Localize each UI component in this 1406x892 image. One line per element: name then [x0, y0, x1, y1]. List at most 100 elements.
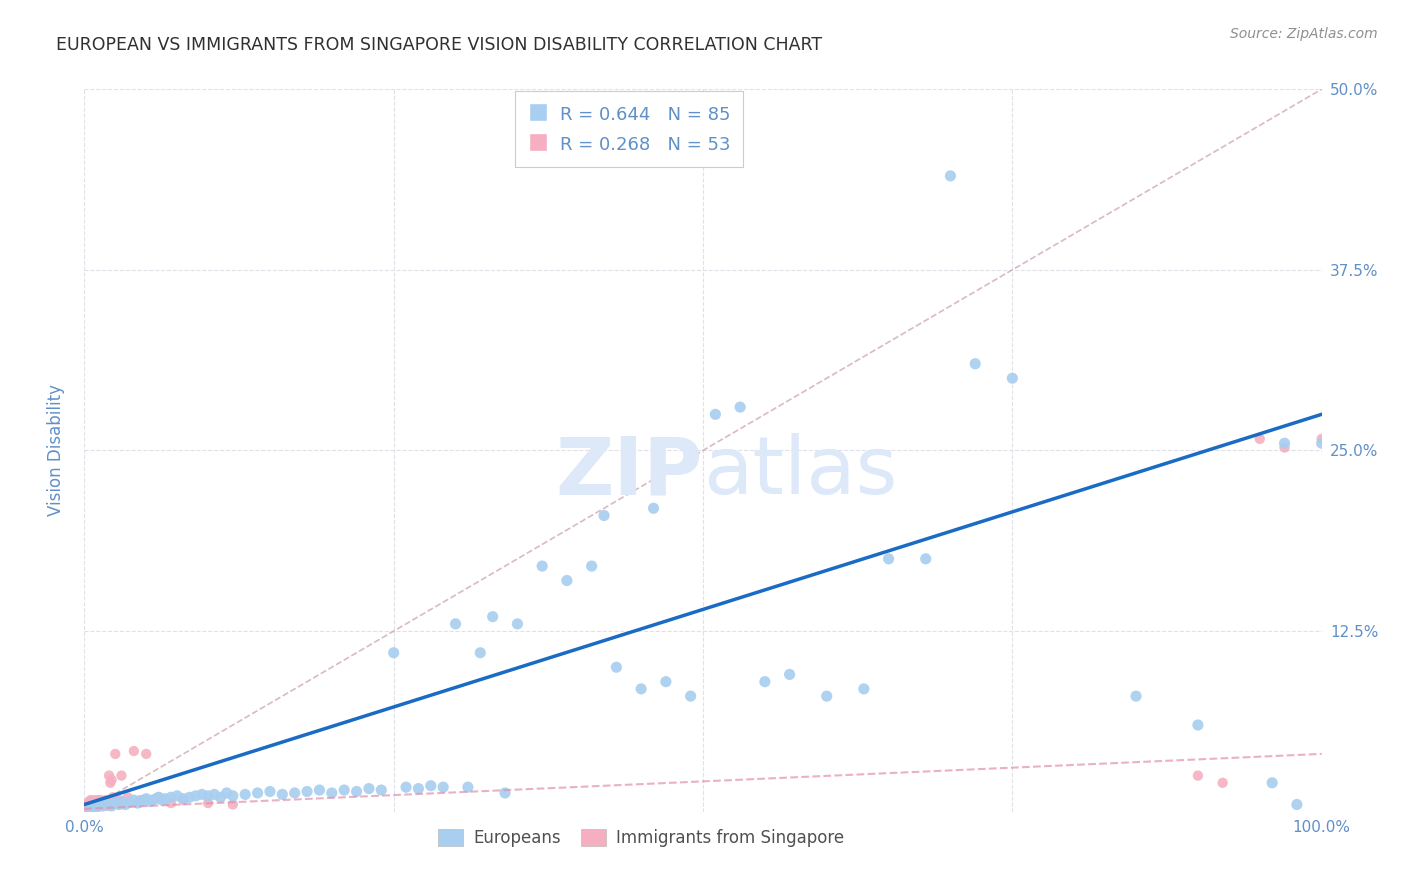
Point — [1249, 432, 1271, 446]
Text: atlas: atlas — [703, 434, 897, 511]
Text: ZIP: ZIP — [555, 434, 703, 511]
Point — [215, 786, 238, 800]
Point — [90, 796, 112, 810]
Point — [852, 681, 875, 696]
Point — [89, 795, 111, 809]
Point — [120, 795, 142, 809]
Point — [877, 551, 900, 566]
Point — [754, 674, 776, 689]
Point — [222, 797, 245, 812]
Point — [153, 791, 176, 805]
Point — [76, 799, 98, 814]
Point — [148, 790, 170, 805]
Point — [593, 508, 616, 523]
Point — [815, 689, 838, 703]
Point — [395, 780, 418, 794]
Point — [91, 799, 114, 814]
Point — [581, 559, 603, 574]
Point — [79, 799, 101, 814]
Point — [259, 784, 281, 798]
Point — [135, 791, 157, 805]
Point — [117, 796, 139, 810]
Point — [346, 784, 368, 798]
Point — [129, 795, 152, 809]
Point — [172, 793, 194, 807]
Point — [233, 788, 256, 802]
Point — [141, 793, 163, 807]
Point — [1274, 441, 1296, 455]
Point — [96, 796, 118, 810]
Point — [86, 800, 108, 814]
Point — [1310, 432, 1333, 446]
Point — [100, 772, 122, 787]
Point — [75, 800, 97, 814]
Point — [79, 793, 101, 807]
Point — [104, 747, 127, 761]
Point — [86, 795, 108, 809]
Point — [83, 793, 105, 807]
Point — [87, 797, 110, 812]
Point — [94, 793, 117, 807]
Point — [89, 793, 111, 807]
Point — [110, 769, 132, 783]
Point — [108, 793, 131, 807]
Point — [1274, 436, 1296, 450]
Text: Source: ZipAtlas.com: Source: ZipAtlas.com — [1230, 27, 1378, 41]
Point — [79, 797, 101, 812]
Point — [91, 799, 114, 814]
Point — [76, 797, 98, 812]
Y-axis label: Vision Disability: Vision Disability — [46, 384, 65, 516]
Point — [179, 790, 201, 805]
Point — [209, 790, 232, 805]
Point — [87, 793, 110, 807]
Point — [408, 781, 430, 796]
Point — [655, 674, 678, 689]
Point — [101, 790, 124, 805]
Point — [122, 744, 145, 758]
Point — [148, 790, 170, 805]
Point — [114, 797, 136, 812]
Point — [145, 791, 167, 805]
Point — [370, 783, 392, 797]
Point — [704, 407, 727, 421]
Point — [419, 779, 441, 793]
Point — [357, 781, 380, 796]
Point — [432, 780, 454, 794]
Point — [284, 786, 307, 800]
Point — [110, 795, 132, 809]
Point — [1125, 689, 1147, 703]
Point — [555, 574, 578, 588]
Point — [914, 551, 936, 566]
Point — [132, 793, 155, 807]
Point — [84, 796, 107, 810]
Point — [939, 169, 962, 183]
Point — [308, 783, 330, 797]
Point — [1187, 718, 1209, 732]
Point — [222, 789, 245, 803]
Point — [80, 796, 103, 810]
Point — [98, 769, 121, 783]
Point — [93, 797, 115, 812]
Point — [457, 780, 479, 794]
Point — [79, 795, 101, 809]
Point — [117, 790, 139, 805]
Text: EUROPEAN VS IMMIGRANTS FROM SINGAPORE VISION DISABILITY CORRELATION CHART: EUROPEAN VS IMMIGRANTS FROM SINGAPORE VI… — [56, 36, 823, 54]
Point — [531, 559, 554, 574]
Point — [197, 796, 219, 810]
Point — [129, 793, 152, 807]
Point — [122, 793, 145, 807]
Point — [481, 609, 503, 624]
Point — [605, 660, 627, 674]
Point — [1001, 371, 1024, 385]
Point — [150, 793, 173, 807]
Point — [184, 789, 207, 803]
Point — [86, 799, 108, 814]
Point — [470, 646, 492, 660]
Point — [271, 788, 294, 802]
Point — [80, 800, 103, 814]
Point — [89, 797, 111, 812]
Point — [1261, 776, 1284, 790]
Point — [679, 689, 702, 703]
Point — [643, 501, 665, 516]
Point — [494, 786, 516, 800]
